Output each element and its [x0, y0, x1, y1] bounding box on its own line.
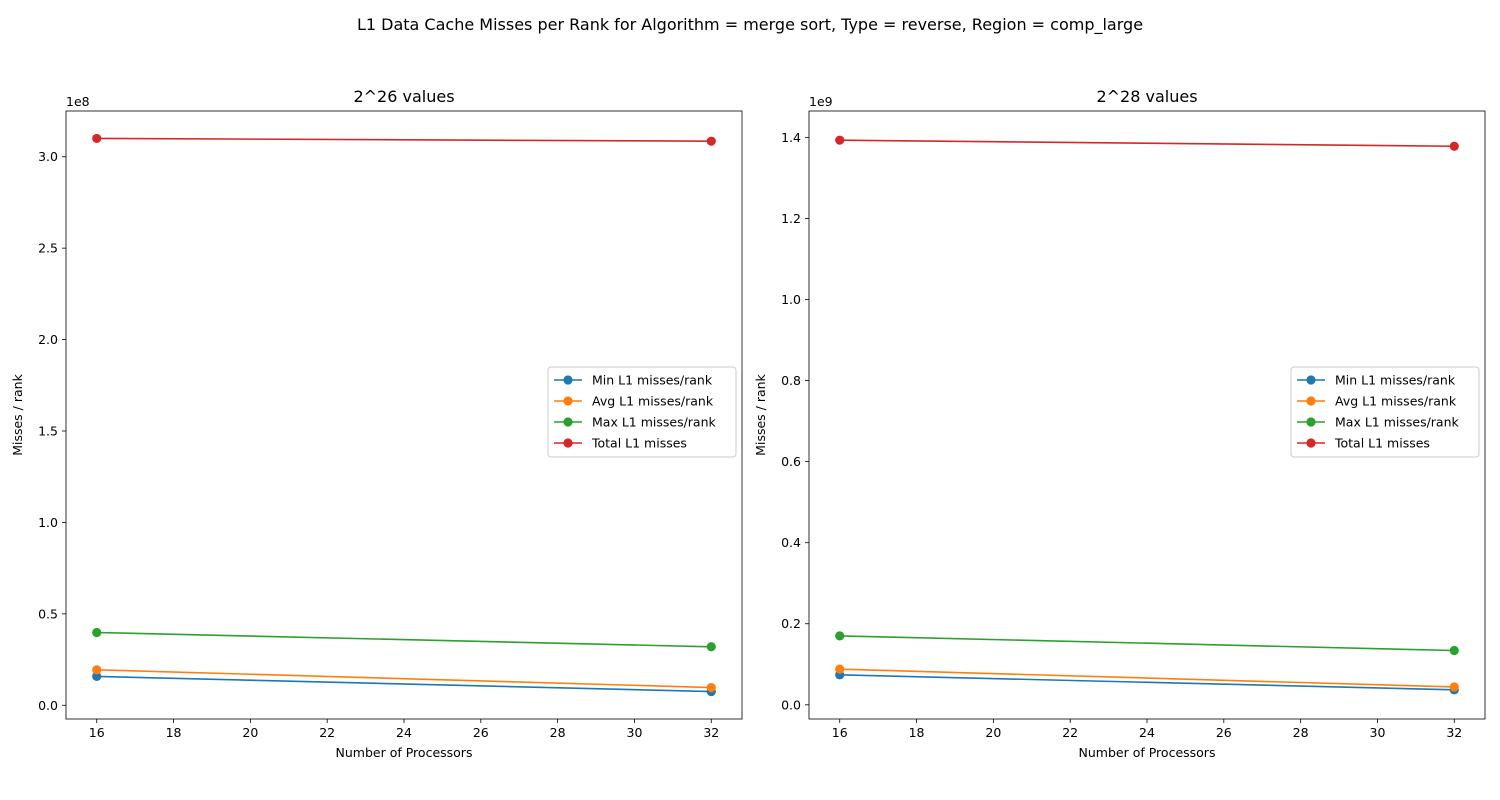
- x-tick-label: 24: [396, 725, 412, 740]
- legend-marker-total: [1306, 438, 1316, 448]
- y-tick-label: 1.2: [781, 211, 801, 226]
- series-line-max: [839, 635, 1455, 652]
- data-point-avg: [1449, 682, 1459, 692]
- x-tick-label: 20: [985, 725, 1001, 740]
- x-tick-label: 32: [1446, 725, 1462, 740]
- data-point-avg: [92, 665, 102, 675]
- series-line-max: [96, 631, 712, 648]
- y-tick-label: 0.0: [781, 697, 801, 712]
- x-tick-label: 30: [627, 725, 643, 740]
- legend-marker-total: [563, 438, 573, 448]
- data-point-total: [1449, 141, 1459, 151]
- y-tick-label: 1.5: [38, 424, 58, 439]
- y-tick-label: 3.0: [38, 149, 58, 164]
- y-offset-label: 1e9: [809, 94, 833, 109]
- legend-box: [547, 366, 737, 458]
- x-axis-label: Number of Processors: [336, 745, 473, 760]
- legend-marker-max: [1306, 417, 1316, 427]
- y-axis-label: Misses / rank: [10, 373, 25, 455]
- data-point-min: [92, 671, 102, 681]
- data-point-total: [92, 133, 102, 144]
- series-line-avg: [96, 669, 712, 689]
- data-point-max: [92, 627, 102, 638]
- legend: Min L1 misses/rank Avg L1 misses/rank Max …: [1290, 366, 1480, 458]
- legend-label: Avg L1 misses/rank: [592, 394, 714, 409]
- y-axis-label: Misses / rank: [753, 373, 768, 455]
- y-tick-label: 0.4: [781, 535, 801, 550]
- y-tick-label: 1.4: [781, 130, 801, 145]
- data-point-total: [706, 136, 716, 146]
- x-tick-label: 22: [1062, 725, 1078, 740]
- x-tick-label: 22: [319, 725, 335, 740]
- data-point-max: [706, 642, 716, 652]
- plot-frame: [65, 110, 743, 720]
- y-tick-label: 0.5: [38, 606, 58, 621]
- x-tick-label: 16: [832, 725, 848, 740]
- legend: Min L1 misses/rank Avg L1 misses/rank Max …: [547, 366, 737, 458]
- y-tick-label: 0.0: [38, 698, 58, 713]
- y-tick-label: 1.0: [38, 515, 58, 530]
- x-tick-label: 32: [703, 725, 719, 740]
- subplot-title: 2^26 values: [353, 87, 454, 106]
- data-point-total: [835, 135, 845, 145]
- x-tick-label: 26: [473, 725, 489, 740]
- legend-marker-avg: [1306, 396, 1316, 406]
- x-tick-label: 24: [1139, 725, 1155, 740]
- legend-label: Max L1 misses/rank: [1335, 415, 1460, 430]
- series-line-total: [96, 137, 712, 142]
- legend-label: Max L1 misses/rank: [592, 415, 717, 430]
- x-tick-label: 20: [242, 725, 258, 740]
- x-tick-label: 30: [1370, 725, 1386, 740]
- x-tick-label: 28: [1293, 725, 1309, 740]
- y-tick-label: 0.8: [781, 373, 801, 388]
- series-line-min: [839, 674, 1455, 691]
- legend-box: [1290, 366, 1480, 458]
- y-tick-label: 1.0: [781, 292, 801, 307]
- data-point-avg: [835, 664, 845, 674]
- data-point-avg: [706, 682, 716, 693]
- series-line-min: [96, 675, 712, 693]
- subplot-2-28: 2^28 values 16 18 20 22 24 26 28 30 32 0.0 0.2 0.4 0.…: [753, 87, 1486, 760]
- legend-label: Min L1 misses/rank: [592, 373, 713, 388]
- y-tick-label: 2.5: [38, 241, 58, 256]
- legend-label: Total L1 misses: [1334, 436, 1430, 451]
- figure-suptitle: L1 Data Cache Misses per Rank for Algori…: [357, 15, 1143, 35]
- series-line-total: [839, 139, 1455, 148]
- x-tick-label: 18: [166, 725, 182, 740]
- legend-label: Min L1 misses/rank: [1335, 373, 1456, 388]
- series-line-avg: [839, 668, 1455, 688]
- x-axis-label: Number of Processors: [1079, 745, 1216, 760]
- x-tick-label: 28: [550, 725, 566, 740]
- x-tick-label: 18: [909, 725, 925, 740]
- y-tick-label: 0.2: [781, 616, 801, 631]
- legend-marker-min: [1306, 375, 1316, 385]
- x-tick-label: 16: [89, 725, 105, 740]
- data-point-max: [1449, 645, 1459, 656]
- legend-marker-min: [563, 375, 573, 385]
- subplot-2-26: 2^26 values 16 18 20 22 24 26 28 30 32 0.0 0.5 1.0 1.…: [10, 87, 743, 760]
- y-tick-label: 0.6: [781, 454, 801, 469]
- subplot-title: 2^28 values: [1096, 87, 1197, 106]
- plot-frame: [808, 110, 1486, 720]
- legend-label: Total L1 misses: [591, 436, 687, 451]
- y-offset-label: 1e8: [66, 94, 90, 109]
- x-tick-label: 26: [1216, 725, 1232, 740]
- legend-label: Avg L1 misses/rank: [1335, 394, 1457, 409]
- legend-marker-avg: [563, 396, 573, 406]
- legend-marker-max: [563, 417, 573, 427]
- data-point-max: [835, 631, 845, 641]
- y-tick-label: 2.0: [38, 332, 58, 347]
